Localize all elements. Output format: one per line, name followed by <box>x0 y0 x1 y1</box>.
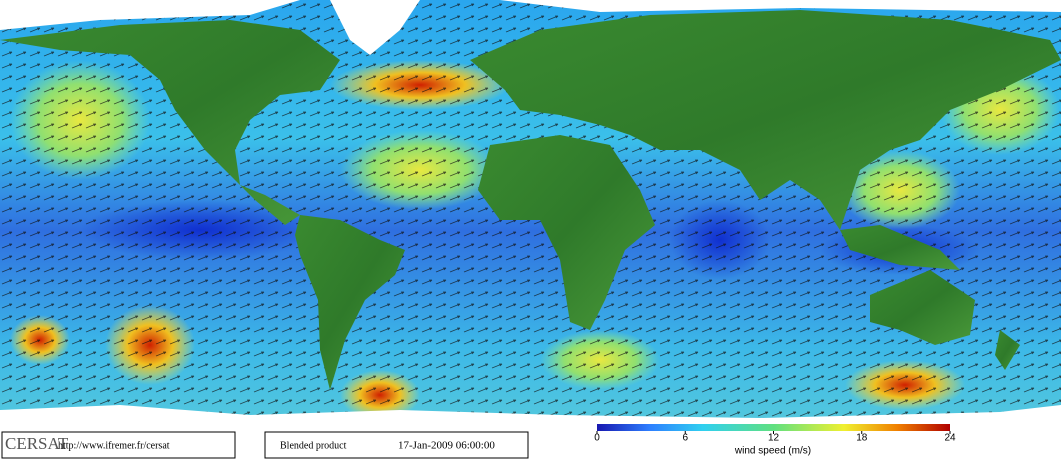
product-box <box>264 431 529 459</box>
colorbar-tick-label: 0 <box>594 433 600 444</box>
colorbar-label: wind speed (m/s) <box>734 446 811 457</box>
credit-box <box>1 431 236 459</box>
url: http://www.ifremer.fr/cersat <box>58 440 170 451</box>
continents <box>0 10 1061 390</box>
ice <box>0 0 1061 430</box>
logo: CERSAT <box>5 434 69 453</box>
product: Blended product <box>280 440 347 451</box>
colorbar-tick-label: 12 <box>768 433 780 444</box>
colorbar-tick-label: 18 <box>856 433 868 444</box>
date: 17-Jan-2009 06:00:00 <box>398 440 495 452</box>
colorbar-tick-label: 24 <box>944 433 956 444</box>
colorbar <box>597 424 950 431</box>
colorbar-tick-label: 6 <box>682 433 688 444</box>
